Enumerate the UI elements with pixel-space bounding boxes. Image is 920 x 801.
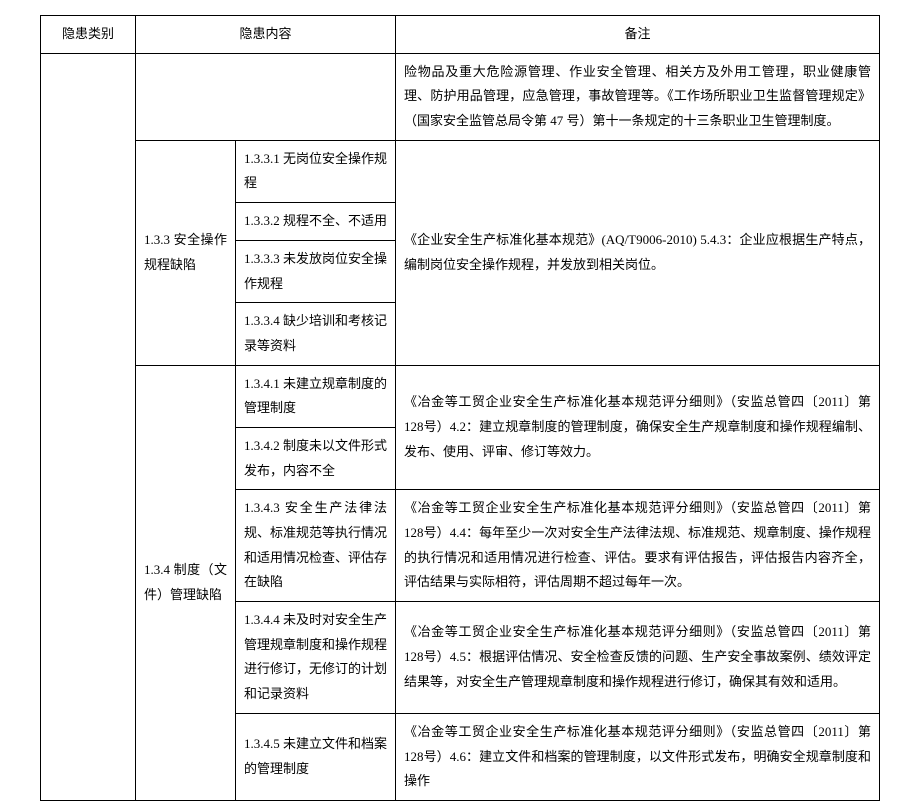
cell-content: 1.3.4.1 未建立规章制度的管理制度: [236, 365, 396, 427]
table-row: 1.3.3 安全操作规程缺陷 1.3.3.1 无岗位安全操作规程 《企业安全生产…: [41, 140, 880, 202]
table-header-row: 隐患类别 隐患内容 备注: [41, 16, 880, 54]
cell-remark: 《企业安全生产标准化基本规范》(AQ/T9006-2010) 5.4.3：企业应…: [396, 140, 880, 365]
cell-remark: 《冶金等工贸企业安全生产标准化基本规范评分细则》（安监总管四〔2011〕第 12…: [396, 490, 880, 602]
cell-remark: 《冶金等工贸企业安全生产标准化基本规范评分细则》（安监总管四〔2011〕第 12…: [396, 365, 880, 490]
cell-content: 1.3.3.4 缺少培训和考核记录等资料: [236, 303, 396, 365]
cell-content: 1.3.4.3 安全生产法律法规、标准规范等执行情况和适用情况检查、评估存在缺陷: [236, 490, 396, 602]
cell-remark: 《冶金等工贸企业安全生产标准化基本规范评分细则》（安监总管四〔2011〕第 12…: [396, 602, 880, 714]
header-remark: 备注: [396, 16, 880, 54]
cell-content: [136, 53, 396, 140]
cell-sub: 1.3.4 制度（文件）管理缺陷: [136, 365, 236, 800]
cell-content: 1.3.4.2 制度未以文件形式发布，内容不全: [236, 427, 396, 489]
cell-content: 1.3.3.3 未发放岗位安全操作规程: [236, 240, 396, 302]
table-row: 险物品及重大危险源管理、作业安全管理、相关方及外用工管理，职业健康管理、防护用品…: [41, 53, 880, 140]
table-row: 1.3.4 制度（文件）管理缺陷 1.3.4.1 未建立规章制度的管理制度 《冶…: [41, 365, 880, 427]
hazard-table: 隐患类别 隐患内容 备注 险物品及重大危险源管理、作业安全管理、相关方及外用工管…: [40, 15, 880, 801]
cell-sub: 1.3.3 安全操作规程缺陷: [136, 140, 236, 365]
header-category: 隐患类别: [41, 16, 136, 54]
cell-category: [41, 53, 136, 800]
cell-content: 1.3.3.1 无岗位安全操作规程: [236, 140, 396, 202]
cell-remark: 险物品及重大危险源管理、作业安全管理、相关方及外用工管理，职业健康管理、防护用品…: [396, 53, 880, 140]
cell-content: 1.3.3.2 规程不全、不适用: [236, 203, 396, 241]
header-content: 隐患内容: [136, 16, 396, 54]
cell-content: 1.3.4.4 未及时对安全生产管理规章制度和操作规程进行修订，无修订的计划和记…: [236, 602, 396, 714]
cell-remark: 《冶金等工贸企业安全生产标准化基本规范评分细则》（安监总管四〔2011〕第 12…: [396, 713, 880, 800]
cell-content: 1.3.4.5 未建立文件和档案的管理制度: [236, 713, 396, 800]
